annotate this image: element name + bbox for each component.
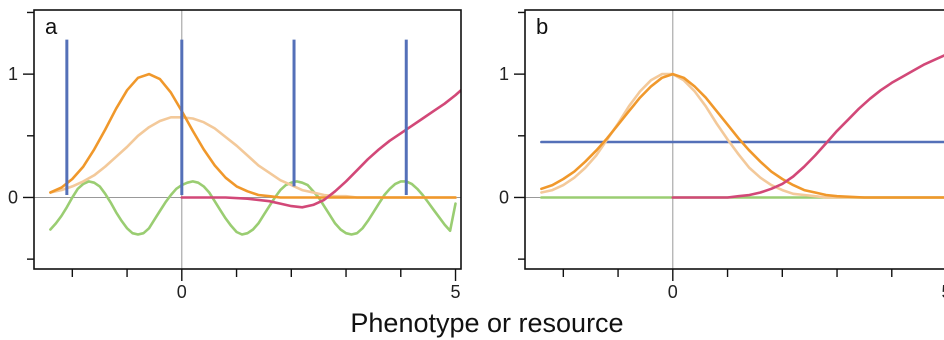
x-tick-label: 0	[668, 282, 678, 302]
plot-frame	[33, 9, 462, 270]
panel-a: 0 5 0 1 a	[8, 9, 462, 302]
y-tick-label: 0	[499, 187, 509, 207]
x-tick-label: 5	[942, 282, 944, 302]
series-line-green	[49, 180, 457, 236]
x-axis-title: Phenotype or resource	[350, 308, 623, 338]
panel-letter: b	[536, 14, 548, 39]
y-tick-label: 1	[8, 64, 18, 84]
series-group	[540, 54, 944, 199]
series-line-orange	[49, 72, 457, 199]
x-tick-label: 5	[451, 282, 461, 302]
series-line-light-orange	[540, 72, 944, 199]
series-line-orange	[540, 72, 944, 199]
panel-letter: a	[45, 14, 58, 39]
y-tick-label: 0	[8, 187, 18, 207]
series-group	[49, 39, 461, 236]
series-line-pink	[180, 88, 461, 209]
plot-frame	[524, 9, 944, 270]
y-tick-label: 1	[499, 64, 509, 84]
x-tick-label: 0	[177, 282, 187, 302]
panel-b: 0 5 0 1 b	[499, 9, 944, 302]
series-line-pink	[671, 54, 944, 199]
